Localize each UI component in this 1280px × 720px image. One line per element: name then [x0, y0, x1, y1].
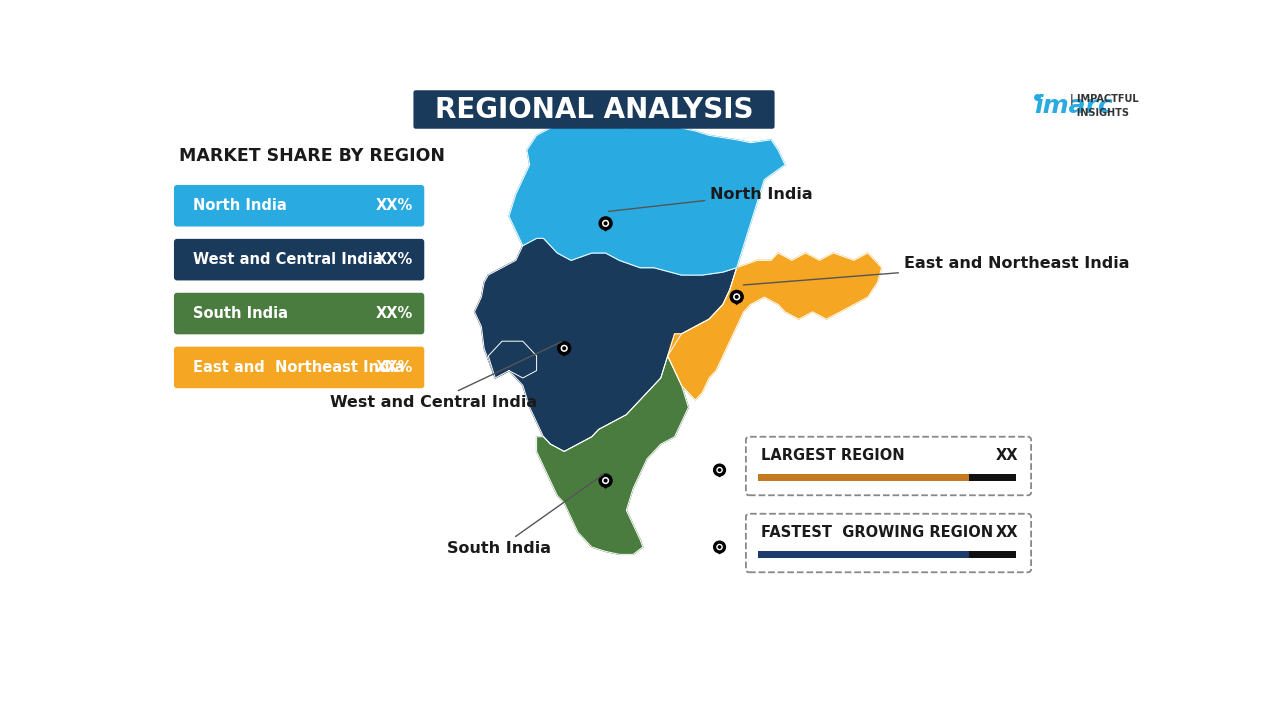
Text: XX: XX: [996, 525, 1019, 540]
Polygon shape: [536, 356, 689, 554]
Circle shape: [604, 480, 607, 482]
Text: North India: North India: [192, 198, 287, 213]
Circle shape: [600, 218, 611, 228]
Circle shape: [714, 464, 726, 476]
Polygon shape: [732, 298, 741, 305]
Polygon shape: [488, 341, 536, 378]
Circle shape: [714, 542, 724, 552]
Text: XX%: XX%: [376, 198, 413, 213]
Text: North India: North India: [608, 186, 813, 212]
Text: MARKET SHARE BY REGION: MARKET SHARE BY REGION: [179, 147, 445, 165]
Bar: [758, 474, 969, 482]
Text: East and  Northeast India: East and Northeast India: [192, 360, 404, 375]
Circle shape: [604, 222, 607, 225]
Text: REGIONAL ANALYSIS: REGIONAL ANALYSIS: [435, 96, 753, 124]
Text: East and Northeast India: East and Northeast India: [744, 256, 1129, 285]
Circle shape: [717, 544, 722, 549]
Text: West and Central India: West and Central India: [192, 252, 383, 267]
Text: | IMPACTFUL
  INSIGHTS: | IMPACTFUL INSIGHTS: [1070, 94, 1138, 118]
Text: XX: XX: [996, 448, 1019, 463]
Circle shape: [714, 541, 726, 553]
Circle shape: [731, 292, 742, 302]
Text: West and Central India: West and Central India: [330, 342, 562, 410]
Polygon shape: [716, 472, 723, 477]
FancyBboxPatch shape: [413, 90, 774, 129]
Circle shape: [714, 465, 724, 474]
Text: imarc: imarc: [1034, 94, 1112, 117]
Polygon shape: [602, 225, 609, 231]
FancyBboxPatch shape: [174, 185, 424, 227]
FancyBboxPatch shape: [746, 437, 1032, 495]
Polygon shape: [509, 121, 785, 275]
Text: LARGEST REGION: LARGEST REGION: [760, 448, 904, 463]
Circle shape: [736, 295, 739, 298]
Text: XX%: XX%: [376, 306, 413, 321]
FancyBboxPatch shape: [174, 239, 424, 280]
Text: FASTEST  GROWING REGION: FASTEST GROWING REGION: [760, 525, 993, 540]
Circle shape: [718, 469, 721, 471]
Circle shape: [599, 217, 612, 230]
Polygon shape: [602, 482, 609, 488]
Bar: [969, 474, 1015, 482]
FancyBboxPatch shape: [174, 346, 424, 388]
Polygon shape: [668, 253, 882, 400]
FancyBboxPatch shape: [746, 514, 1032, 572]
Bar: [969, 551, 1015, 559]
Polygon shape: [716, 549, 723, 554]
Circle shape: [599, 474, 612, 487]
Text: South India: South India: [447, 474, 603, 556]
Circle shape: [562, 346, 567, 351]
Circle shape: [717, 467, 722, 472]
Bar: [758, 551, 969, 559]
Circle shape: [600, 475, 611, 486]
FancyBboxPatch shape: [174, 293, 424, 334]
Circle shape: [733, 294, 740, 300]
Text: South India: South India: [192, 306, 288, 321]
Polygon shape: [559, 350, 568, 356]
Circle shape: [603, 220, 608, 226]
Text: XX%: XX%: [376, 360, 413, 375]
Circle shape: [718, 546, 721, 548]
Text: XX%: XX%: [376, 252, 413, 267]
Circle shape: [730, 290, 744, 303]
Circle shape: [558, 342, 571, 355]
Circle shape: [559, 343, 570, 354]
Polygon shape: [475, 238, 737, 451]
Circle shape: [603, 477, 608, 483]
Circle shape: [563, 347, 566, 350]
